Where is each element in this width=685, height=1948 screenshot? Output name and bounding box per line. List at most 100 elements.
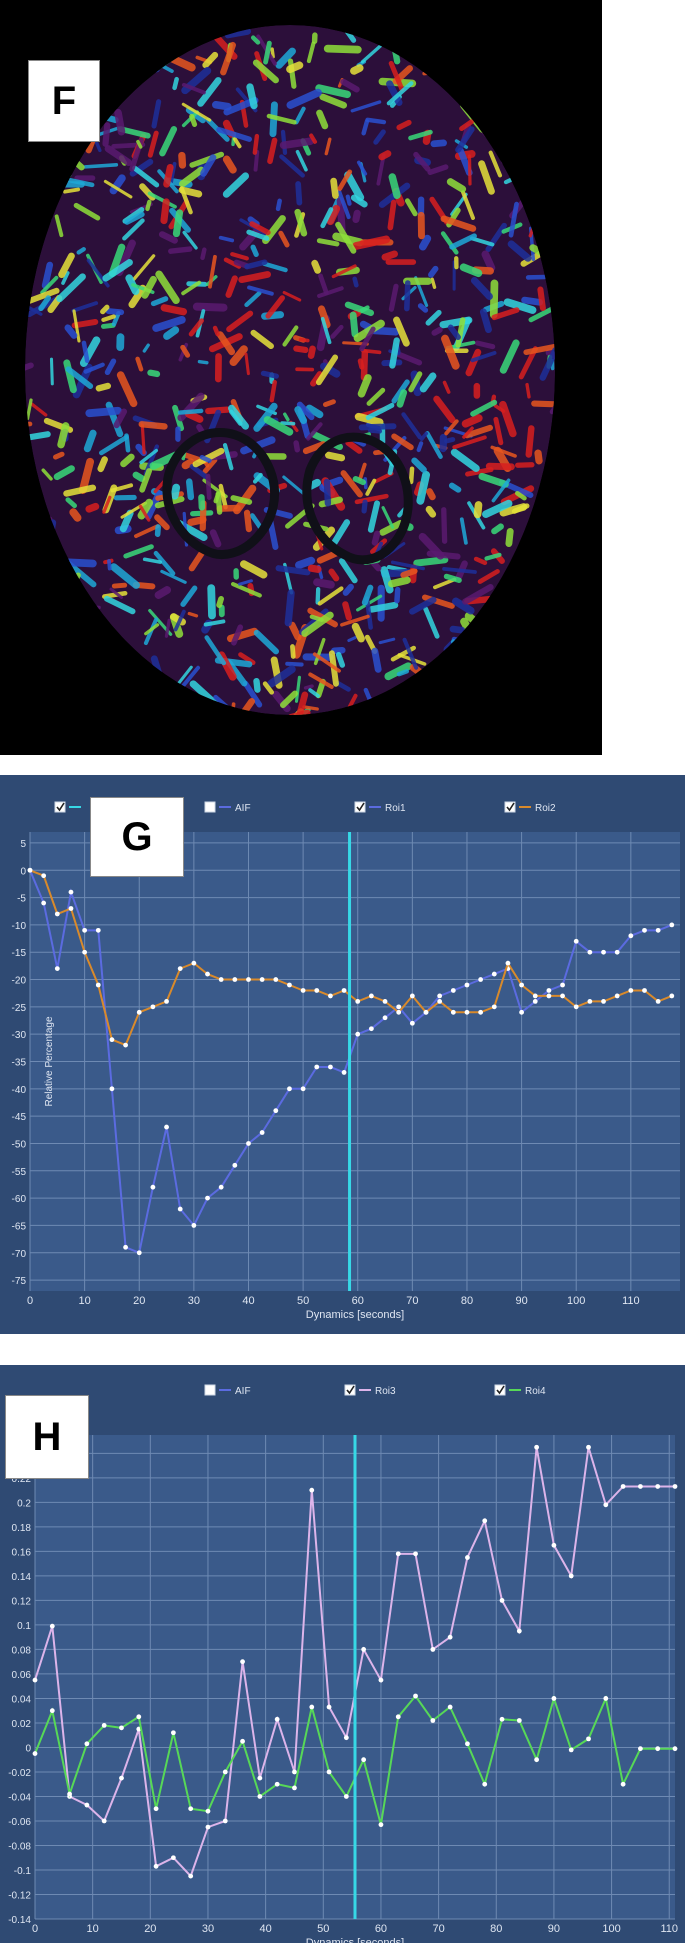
y-tick-label: -30 (12, 1030, 27, 1041)
perfusion-blob (30, 44, 31, 58)
data-point-roi2 (28, 868, 33, 873)
data-point-roi1 (437, 994, 442, 999)
perfusion-blob (143, 699, 150, 716)
perfusion-blob (219, 599, 221, 605)
y-tick-label: -15 (12, 948, 27, 959)
data-point-roi4 (67, 1792, 72, 1797)
legend-label: AIF (235, 1386, 251, 1397)
data-point-roi4 (309, 1705, 314, 1710)
data-point-roi1 (82, 928, 87, 933)
perfusion-blob (432, 279, 434, 287)
perfusion-blob (215, 328, 217, 334)
data-point-roi3 (379, 1678, 384, 1683)
perfusion-blob (142, 677, 153, 700)
perfusion-blob (199, 362, 206, 363)
perfusion-blob (327, 482, 328, 504)
perfusion-blob (561, 460, 579, 467)
perfusion-blob (27, 628, 39, 636)
perfusion-blob (175, 79, 177, 88)
perfusion-blob (91, 648, 92, 673)
perfusion-blob (543, 651, 553, 659)
perfusion-blob (368, 120, 384, 122)
data-point-roi4 (638, 1746, 643, 1751)
data-point-roi4 (33, 1751, 38, 1756)
perfusion-blob (164, 202, 166, 221)
data-point-roi3 (621, 1484, 626, 1489)
legend-label: Roi3 (375, 1386, 396, 1397)
perfusion-blob (287, 664, 301, 665)
y-tick-label: -0.1 (14, 1866, 32, 1877)
data-point-roi1 (656, 928, 661, 933)
data-point-roi1 (219, 1185, 224, 1190)
perfusion-blob (306, 686, 313, 688)
data-point-roi1 (574, 939, 579, 944)
chart-h-panel: 01020304050607080901001100.240.220.20.18… (0, 1365, 685, 1943)
perfusion-blob (447, 644, 452, 650)
perfusion-blob (364, 353, 365, 378)
y-tick-label: -20 (12, 976, 27, 987)
perfusion-blob (543, 503, 550, 530)
perfusion-blob (27, 29, 33, 35)
data-point-roi2 (219, 977, 224, 982)
perfusion-blob (189, 414, 200, 419)
perfusion-blob (65, 189, 78, 191)
data-point-roi4 (586, 1736, 591, 1741)
perfusion-blob (530, 206, 541, 236)
perfusion-blob (167, 167, 171, 184)
perfusion-blob (127, 436, 129, 451)
y-tick-label: 0.16 (12, 1547, 32, 1558)
perfusion-blob (418, 715, 428, 730)
data-point-roi2 (656, 999, 661, 1004)
data-point-roi4 (154, 1806, 159, 1811)
perfusion-blob (390, 202, 393, 227)
perfusion-blob (536, 490, 557, 505)
perfusion-blob (27, 220, 39, 236)
data-point-roi1 (178, 1207, 183, 1212)
legend-label: Roi4 (525, 1386, 546, 1397)
perfusion-blob (174, 712, 187, 717)
perfusion-blob (430, 43, 446, 55)
perfusion-blob (554, 458, 564, 461)
perfusion-blob (156, 717, 164, 736)
perfusion-blob (41, 206, 48, 218)
perfusion-blob (58, 651, 62, 671)
data-point-roi1 (383, 1015, 388, 1020)
data-point-roi2 (355, 999, 360, 1004)
perfusion-blob (531, 108, 551, 113)
perfusion-blob (548, 703, 563, 725)
perfusion-blob (506, 648, 522, 654)
perfusion-blob (478, 505, 479, 514)
data-point-roi3 (327, 1705, 332, 1710)
y-tick-label: -0.14 (8, 1915, 31, 1926)
x-tick-label: 90 (548, 1923, 560, 1935)
perfusion-blob (156, 709, 161, 721)
perfusion-blob (87, 699, 90, 713)
data-point-roi2 (301, 988, 306, 993)
perfusion-blob (454, 642, 470, 668)
data-point-roi2 (451, 1010, 456, 1015)
data-point-roi3 (240, 1659, 245, 1664)
data-point-roi4 (257, 1794, 262, 1799)
perfusion-blob (519, 86, 533, 107)
perfusion-blob (255, 136, 257, 153)
perfusion-blob (421, 306, 426, 310)
perfusion-blob (553, 528, 562, 552)
data-point-roi1 (287, 1086, 292, 1091)
perfusion-blob (375, 651, 378, 669)
perfusion-blob (35, 519, 50, 543)
y-tick-label: -10 (12, 921, 27, 932)
perfusion-blob (525, 616, 527, 639)
data-point-roi4 (552, 1696, 557, 1701)
perfusion-blob (25, 38, 53, 53)
perfusion-blob (29, 153, 46, 161)
perfusion-blob (118, 113, 121, 132)
perfusion-blob (429, 42, 445, 52)
perfusion-blob (103, 307, 107, 311)
perfusion-blob (167, 330, 175, 336)
perfusion-blob (45, 265, 50, 286)
y-tick-label: 0.02 (12, 1719, 32, 1730)
perfusion-blob (379, 30, 403, 35)
perfusion-blob (150, 373, 157, 374)
perfusion-blob (429, 509, 433, 514)
